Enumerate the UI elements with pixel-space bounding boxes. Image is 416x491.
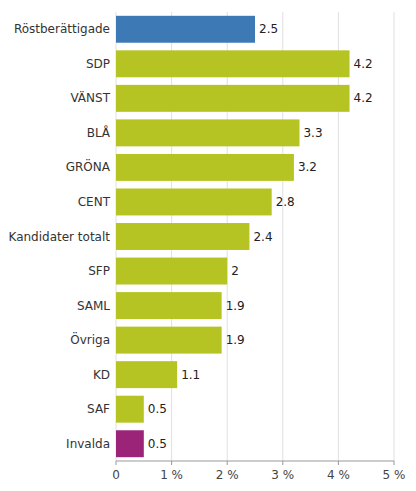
tick-mark (394, 461, 395, 465)
category-label: BLÅ (87, 125, 111, 140)
bar (116, 430, 144, 457)
chart-svg: 0 1 % 2 % 3 % 4 % 5 % Röstberättigade 2.5 SDP 4.2… (0, 0, 416, 491)
category-label: GRÖNA (66, 158, 111, 174)
bar (116, 85, 350, 112)
data-label: 2.8 (276, 195, 295, 209)
bar (116, 188, 272, 215)
category-label: Röstberättigade (14, 22, 110, 36)
bar (116, 223, 249, 250)
category-label: SFP (88, 264, 110, 278)
bars (116, 16, 350, 457)
tick-mark (171, 461, 172, 465)
category-label: Kandidater totalt (8, 230, 110, 244)
tick-label: 4 % (327, 468, 350, 482)
bar (116, 292, 222, 319)
bar (116, 50, 350, 77)
category-label: SAML (77, 299, 110, 313)
axis-line (116, 461, 394, 462)
tick-mark (338, 461, 339, 465)
bar (116, 16, 255, 43)
category-label: SAF (87, 402, 110, 416)
bar (116, 258, 227, 285)
data-label: 4.2 (354, 57, 373, 71)
bar (116, 119, 299, 146)
category-label: Övriga (70, 331, 110, 347)
data-label: 4.2 (354, 91, 373, 105)
bar (116, 396, 144, 423)
tick-label: 2 % (216, 468, 239, 482)
grid-line (394, 12, 395, 461)
category-label: VÄNST (70, 90, 110, 105)
data-label: 2.5 (259, 22, 278, 36)
data-label: 3.3 (303, 126, 322, 140)
tick-mark (227, 461, 228, 465)
tick-label: 5 % (383, 468, 406, 482)
data-label: 1.9 (226, 333, 245, 347)
category-label: Invalda (66, 437, 110, 451)
data-label: 2.4 (253, 230, 272, 244)
data-label: 1.1 (181, 368, 200, 382)
tick-mark (116, 461, 117, 465)
category-label: CENT (78, 195, 111, 209)
x-axis: 0 1 % 2 % 3 % 4 % 5 % (112, 461, 405, 482)
bar (116, 327, 222, 354)
category-label: KD (93, 368, 110, 382)
tick-label: 0 (112, 468, 120, 482)
tick-label: 1 % (160, 468, 183, 482)
labels: Röstberättigade 2.5 SDP 4.2 VÄNST 4.2 BLÅ 3.3 GR… (8, 22, 372, 450)
grid-line (338, 12, 339, 461)
data-label: 3.2 (298, 160, 317, 174)
category-label: SDP (86, 57, 110, 71)
data-label: 2 (231, 264, 239, 278)
bar (116, 154, 294, 181)
chart-root: 0 1 % 2 % 3 % 4 % 5 % Röstberättigade 2.5 SDP 4.2… (0, 0, 416, 491)
grid (116, 12, 394, 461)
grid-line (282, 12, 283, 461)
data-label: 0.5 (148, 437, 167, 451)
tick-label: 3 % (271, 468, 294, 482)
data-label: 0.5 (148, 402, 167, 416)
data-label: 1.9 (226, 299, 245, 313)
tick-mark (282, 461, 283, 465)
bar (116, 361, 177, 388)
